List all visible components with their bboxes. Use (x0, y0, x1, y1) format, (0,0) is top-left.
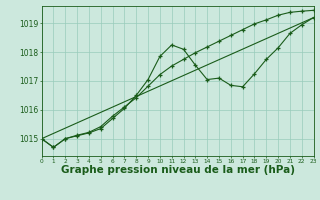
X-axis label: Graphe pression niveau de la mer (hPa): Graphe pression niveau de la mer (hPa) (60, 165, 295, 175)
